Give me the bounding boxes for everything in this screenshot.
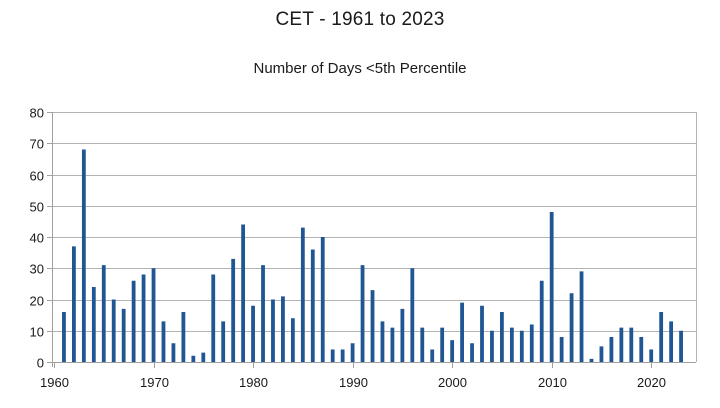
bar (310, 249, 315, 362)
bar (62, 312, 66, 362)
bar (141, 274, 146, 362)
bar (81, 149, 86, 362)
y-tick-label: 70 (30, 137, 44, 152)
bar (519, 330, 524, 362)
bar (161, 321, 166, 363)
bar (559, 337, 564, 362)
x-tick-label: 1990 (339, 375, 368, 390)
bar (669, 321, 674, 363)
bar (629, 327, 634, 363)
bar (290, 318, 295, 362)
bar (549, 212, 554, 362)
bar (539, 280, 544, 362)
bar (470, 343, 474, 362)
bar (450, 340, 455, 363)
x-tick-labels: 1960 1970 1980 1990 2000 2010 2020 (40, 375, 666, 390)
bar (619, 327, 624, 363)
bar (211, 274, 216, 362)
bar (330, 349, 335, 362)
bar (231, 258, 236, 363)
bar (151, 268, 156, 362)
bar (101, 265, 106, 363)
bar (649, 349, 654, 362)
bar (490, 330, 494, 362)
x-tick-label: 2000 (438, 375, 467, 390)
bar (281, 296, 285, 363)
bar (410, 268, 415, 362)
bar (131, 280, 136, 362)
bar (639, 337, 644, 362)
bar (300, 227, 305, 363)
bar (340, 349, 345, 362)
bar (460, 302, 464, 363)
bar (430, 349, 435, 362)
bar (72, 246, 76, 363)
x-tick-label: 2010 (538, 375, 567, 390)
gridlines (52, 112, 697, 362)
y-tick-label: 0 (37, 356, 44, 371)
bar (529, 324, 534, 362)
y-tick-label: 80 (30, 106, 44, 121)
bar (400, 308, 405, 363)
bar (360, 265, 365, 363)
bar (420, 327, 425, 363)
bar (221, 321, 226, 363)
x-tick-label: 1980 (239, 375, 268, 390)
chart-subtitle: Number of Days <5th Percentile (253, 60, 467, 77)
bar (500, 312, 504, 362)
bar (181, 312, 186, 362)
bar (191, 355, 196, 362)
bar (370, 290, 375, 363)
bar (599, 346, 604, 363)
bar (320, 237, 325, 362)
bar (91, 287, 96, 362)
y-tick-label: 50 (30, 200, 44, 215)
bars (62, 149, 683, 363)
bar (121, 308, 126, 363)
bar (589, 358, 594, 363)
bar (440, 327, 445, 363)
bar (659, 312, 664, 362)
bar (241, 224, 246, 362)
chart-title: CET - 1961 to 2023 (275, 9, 445, 30)
y-tick-labels: 0 10 20 30 40 50 60 70 80 (30, 106, 44, 371)
x-tick-label: 2020 (637, 375, 666, 390)
bar (380, 321, 385, 363)
x-tick-label: 1970 (140, 375, 169, 390)
bar (509, 327, 514, 363)
bar (251, 305, 255, 362)
y-tick-label: 30 (30, 262, 44, 277)
bar (271, 299, 275, 362)
bar (679, 330, 683, 362)
bar (579, 271, 584, 363)
y-tick-label: 20 (30, 294, 44, 309)
bar (609, 337, 614, 362)
y-tick-label: 10 (30, 325, 44, 340)
bar (480, 305, 484, 362)
y-tick-label: 40 (30, 231, 44, 246)
bar (111, 299, 116, 362)
y-tick-label: 60 (30, 169, 44, 184)
bar (171, 343, 176, 362)
bar (201, 352, 206, 363)
bar (261, 265, 265, 363)
axes (47, 112, 696, 368)
bar (350, 343, 355, 362)
bar (569, 293, 574, 362)
x-tick-label: 1960 (40, 375, 69, 390)
bar (390, 327, 395, 363)
